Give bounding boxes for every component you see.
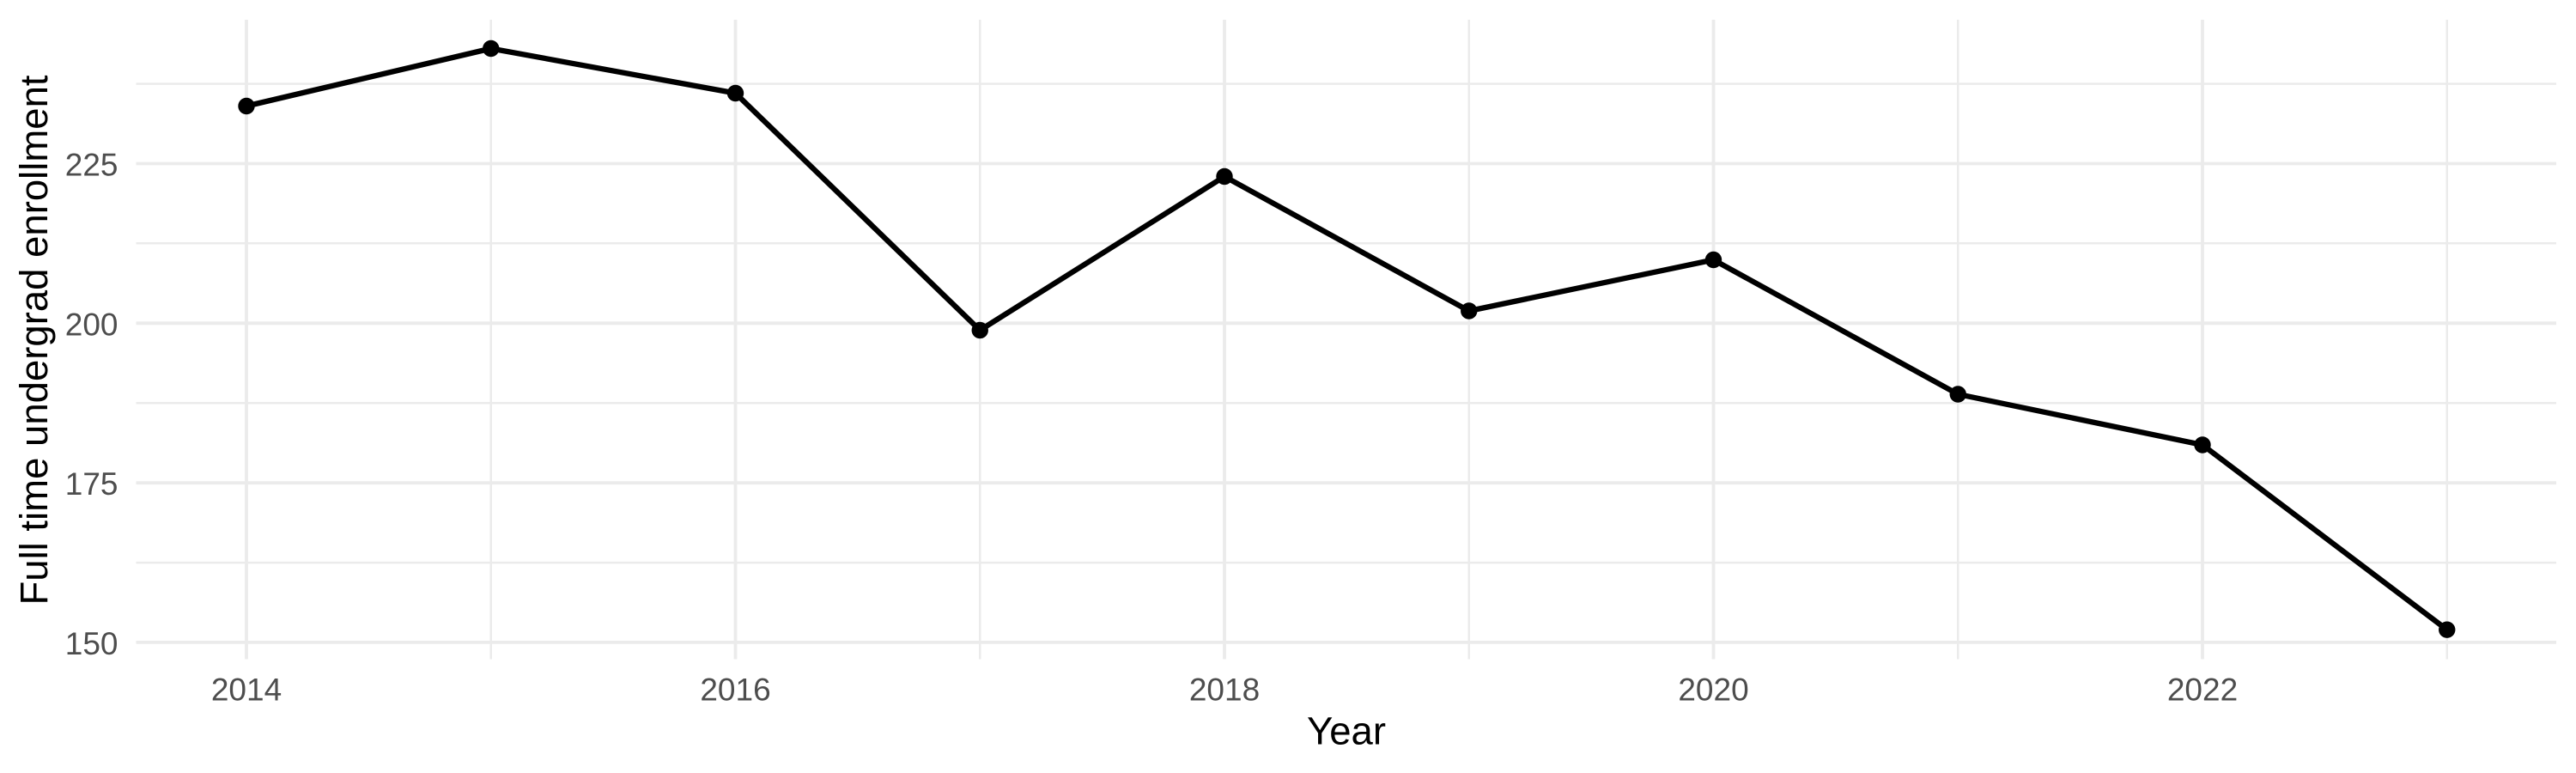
svg-text:Full time undergrad enrollment: Full time undergrad enrollment	[12, 75, 56, 605]
svg-text:200: 200	[65, 307, 118, 342]
svg-text:2020: 2020	[1678, 673, 1748, 708]
svg-text:2016: 2016	[700, 673, 770, 708]
svg-text:150: 150	[65, 626, 118, 661]
svg-text:175: 175	[65, 466, 118, 502]
svg-text:225: 225	[65, 148, 118, 183]
svg-text:2018: 2018	[1189, 673, 1260, 708]
svg-text:2014: 2014	[211, 673, 282, 708]
svg-text:2022: 2022	[2167, 673, 2238, 708]
svg-text:Year: Year	[1307, 709, 1386, 753]
